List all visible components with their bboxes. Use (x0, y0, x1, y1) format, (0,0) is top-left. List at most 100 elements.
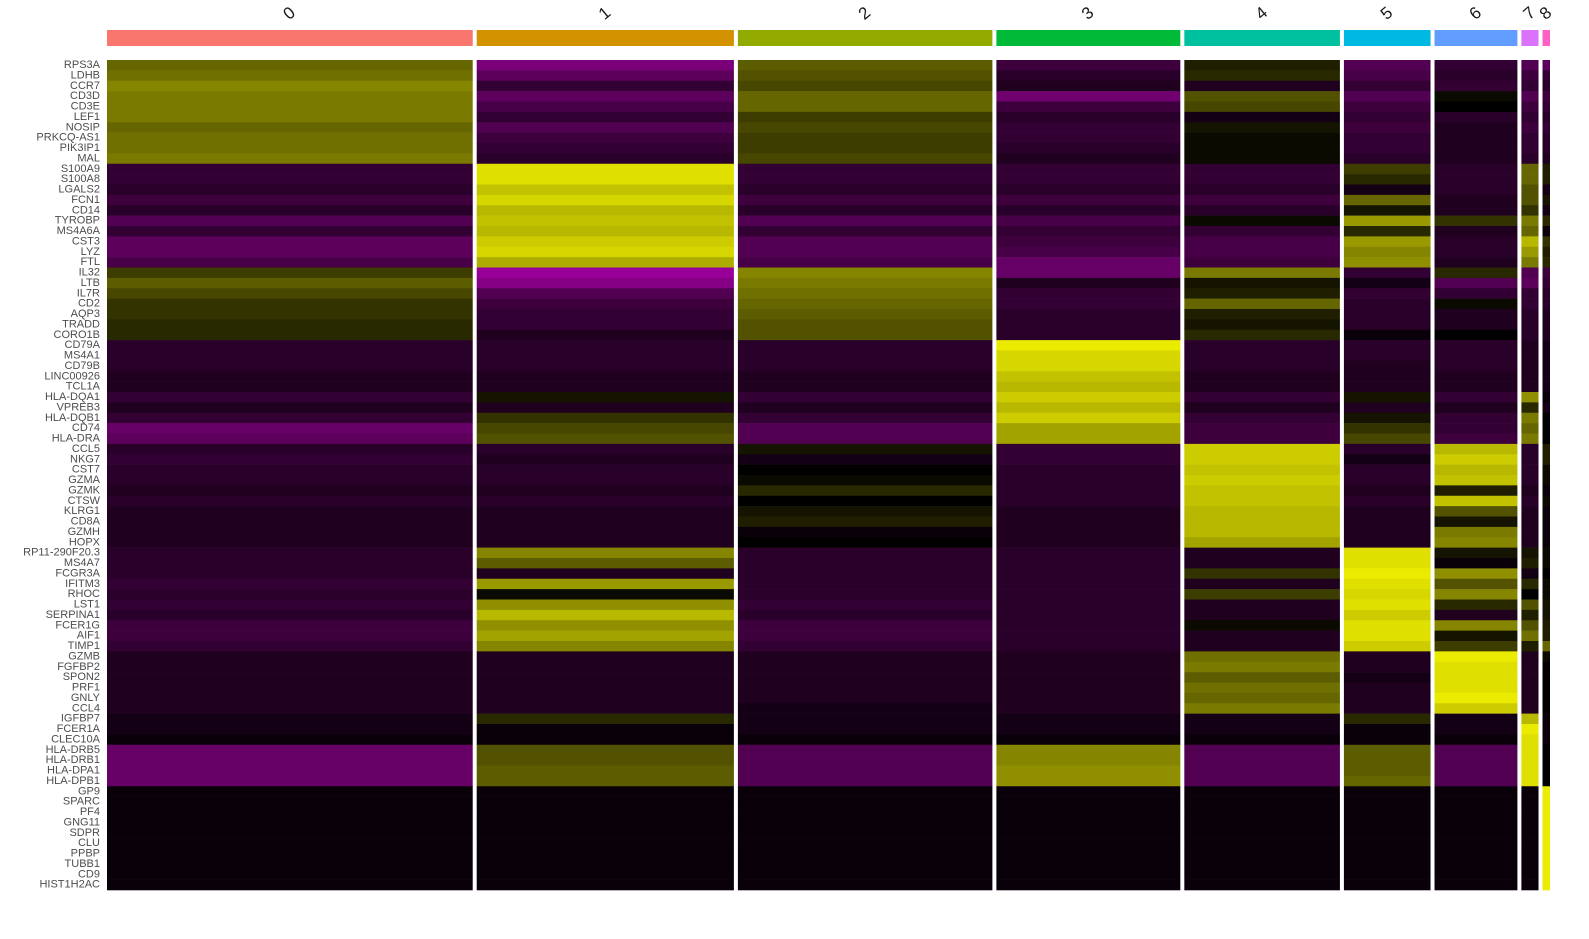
gene-label: CD14 (72, 204, 100, 216)
cluster-label: 6 (1466, 3, 1485, 24)
heatmap-cell (737, 381, 993, 393)
heatmap-cell (1542, 236, 1550, 248)
heatmap-cell (1434, 713, 1518, 725)
gene-label: TCL1A (66, 381, 101, 393)
heatmap-cell (1343, 60, 1431, 71)
heatmap-cell (1343, 516, 1431, 528)
heatmap-cell (737, 246, 993, 258)
heatmap-cell (107, 443, 473, 455)
heatmap-cell (996, 423, 1181, 434)
heatmap-cell (1343, 277, 1431, 289)
cluster-bar (1343, 30, 1431, 46)
heatmap-cell (1434, 60, 1518, 71)
heatmap-cell (1542, 371, 1550, 382)
heatmap-cell (737, 153, 993, 165)
heatmap-cell (1521, 350, 1539, 362)
heatmap-cell (1521, 423, 1539, 434)
heatmap-cell (1343, 537, 1431, 548)
heatmap-cell (1542, 775, 1550, 787)
heatmap-cell (996, 516, 1181, 528)
heatmap-cell (1184, 215, 1340, 227)
heatmap-cell (107, 609, 473, 621)
heatmap-cell (1184, 734, 1340, 746)
heatmap-cell (1521, 132, 1539, 144)
heatmap-cell (996, 765, 1181, 777)
gene-label: GNLY (71, 692, 101, 704)
heatmap-cell (996, 226, 1181, 237)
heatmap-cell (476, 589, 734, 600)
heatmap-cell (1343, 267, 1431, 279)
heatmap-cell (1521, 807, 1539, 818)
heatmap-cell (107, 298, 473, 310)
heatmap-cell (996, 558, 1181, 569)
heatmap-cell (476, 402, 734, 414)
heatmap-cell (476, 537, 734, 548)
heatmap-cell (1434, 651, 1518, 663)
heatmap-cell (1343, 786, 1431, 797)
heatmap-cell (1434, 661, 1518, 673)
heatmap-cell (107, 371, 473, 382)
heatmap-cell (107, 257, 473, 268)
heatmap-cell (1521, 775, 1539, 787)
gene-label: LGALS2 (58, 184, 100, 196)
heatmap-cell (1542, 817, 1550, 829)
gene-label: CST3 (72, 235, 100, 247)
heatmap-cell (996, 692, 1181, 704)
heatmap-cell (737, 184, 993, 196)
heatmap-cell (1343, 350, 1431, 362)
heatmap-cell (996, 402, 1181, 414)
cluster-bar (1521, 30, 1539, 46)
heatmap-cell (107, 267, 473, 279)
heatmap-cell (1542, 879, 1550, 891)
heatmap-cell (107, 454, 473, 465)
heatmap-cell (1343, 578, 1431, 590)
heatmap-cell (476, 153, 734, 165)
gene-label: IL7R (77, 287, 100, 299)
heatmap-cell (1542, 651, 1550, 663)
heatmap-cell (1542, 506, 1550, 517)
heatmap-cell (1343, 443, 1431, 455)
heatmap-cell (996, 630, 1181, 642)
heatmap-cell (1542, 827, 1550, 839)
heatmap-cell (1542, 184, 1550, 196)
heatmap-cell (737, 298, 993, 310)
heatmap-cell (476, 371, 734, 382)
heatmap-cell (476, 174, 734, 185)
heatmap-cell (737, 692, 993, 704)
heatmap-cell (1184, 724, 1340, 735)
heatmap-cell (1434, 246, 1518, 258)
heatmap-cell (1521, 184, 1539, 196)
heatmap-cell (107, 796, 473, 808)
heatmap-cell (1434, 620, 1518, 631)
heatmap-cell (1542, 641, 1550, 652)
heatmap-cell (1542, 226, 1550, 237)
heatmap-cell (1434, 807, 1518, 818)
heatmap-cell (476, 713, 734, 725)
heatmap-cell (1542, 526, 1550, 538)
heatmap-cell (996, 371, 1181, 382)
heatmap-cell (1521, 703, 1539, 714)
heatmap-cell (1521, 589, 1539, 600)
heatmap-cell (1521, 495, 1539, 507)
gene-label: KLRG1 (64, 505, 100, 517)
gene-label: MAL (77, 152, 100, 164)
heatmap-cell (996, 744, 1181, 756)
heatmap-cell (996, 682, 1181, 694)
gene-label: NOSIP (66, 121, 100, 133)
heatmap-cell (1434, 267, 1518, 279)
heatmap-cell (1542, 288, 1550, 299)
heatmap-cell (476, 734, 734, 746)
heatmap-cell (1542, 464, 1550, 476)
heatmap-cell (1343, 101, 1431, 113)
heatmap-cell (107, 817, 473, 829)
heatmap-cell (1184, 205, 1340, 216)
gene-label: TRADD (62, 318, 100, 330)
heatmap-cell (1343, 817, 1431, 829)
heatmap-cell (1434, 80, 1518, 92)
heatmap-cell (1542, 744, 1550, 756)
heatmap-cell (476, 319, 734, 331)
heatmap-cell (1542, 163, 1550, 175)
heatmap-cell (107, 537, 473, 548)
heatmap-cell (737, 641, 993, 652)
heatmap-cell (1184, 350, 1340, 362)
